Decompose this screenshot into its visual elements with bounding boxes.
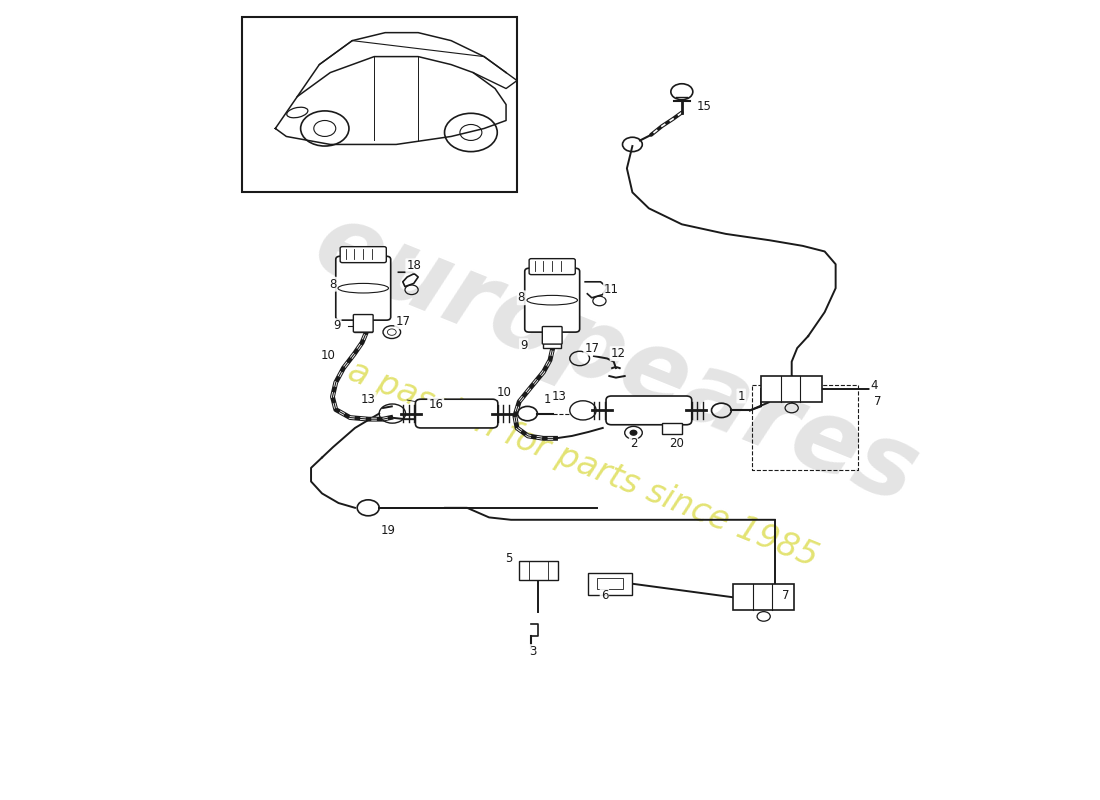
Text: 6: 6	[601, 589, 608, 602]
Text: 9: 9	[520, 339, 527, 352]
Bar	[519, 561, 558, 580]
Circle shape	[630, 430, 637, 435]
Ellipse shape	[527, 295, 578, 305]
Text: 13: 13	[551, 390, 566, 402]
Text: 12: 12	[610, 347, 626, 360]
Text: 5: 5	[505, 552, 513, 565]
Text: 19: 19	[381, 524, 396, 537]
Ellipse shape	[287, 107, 308, 118]
Text: 8: 8	[329, 278, 337, 290]
Text: 7: 7	[873, 395, 881, 408]
Text: 18: 18	[406, 259, 421, 272]
Text: 10: 10	[496, 386, 512, 398]
Text: 2: 2	[629, 438, 637, 450]
FancyBboxPatch shape	[525, 268, 580, 332]
Text: europeares: europeares	[300, 195, 932, 525]
Bar	[596, 578, 623, 590]
Bar	[734, 585, 794, 610]
Ellipse shape	[338, 283, 388, 293]
FancyBboxPatch shape	[340, 246, 386, 262]
Bar	[543, 335, 561, 348]
Text: 11: 11	[604, 283, 619, 296]
Text: 1: 1	[737, 390, 745, 402]
Text: 4: 4	[870, 379, 878, 392]
Text: 17: 17	[584, 342, 600, 354]
Bar	[354, 319, 372, 332]
FancyBboxPatch shape	[529, 258, 575, 274]
Text: 8: 8	[518, 291, 525, 304]
Text: 20: 20	[669, 438, 684, 450]
Text: 17: 17	[395, 315, 410, 328]
Text: 16: 16	[428, 398, 443, 411]
Text: 15: 15	[696, 100, 712, 113]
Text: 7: 7	[782, 589, 790, 602]
Bar	[662, 423, 682, 434]
FancyBboxPatch shape	[606, 396, 692, 425]
FancyBboxPatch shape	[336, 256, 390, 320]
Text: a passion for parts since 1985: a passion for parts since 1985	[343, 354, 823, 574]
Text: 13: 13	[361, 393, 375, 406]
Text: 10: 10	[320, 349, 336, 362]
Text: 9: 9	[333, 319, 341, 332]
FancyBboxPatch shape	[353, 314, 373, 332]
FancyBboxPatch shape	[542, 326, 562, 344]
Bar	[587, 573, 631, 595]
Bar	[242, 17, 517, 192]
Text: 1: 1	[543, 393, 551, 406]
Bar	[761, 376, 822, 402]
Text: 3: 3	[529, 645, 537, 658]
FancyBboxPatch shape	[416, 399, 498, 428]
